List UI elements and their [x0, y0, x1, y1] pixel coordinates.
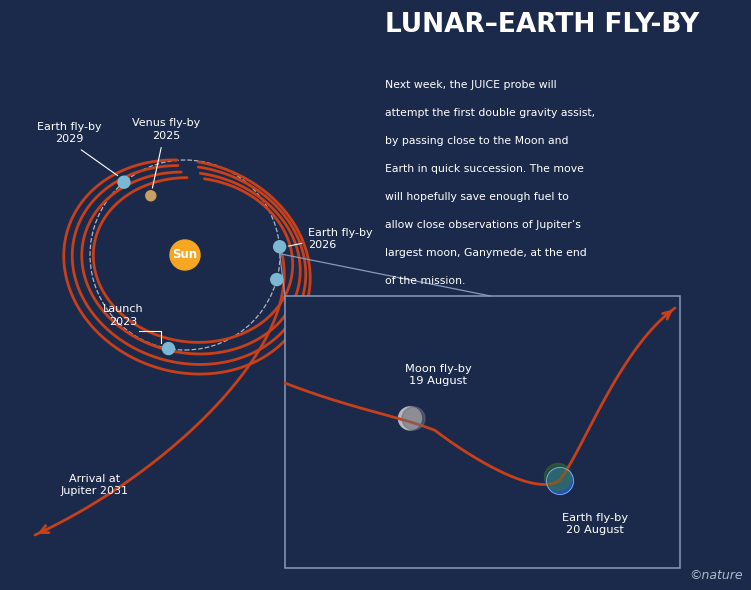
Circle shape	[402, 407, 425, 430]
Circle shape	[170, 240, 200, 270]
Text: will hopefully save enough fuel to: will hopefully save enough fuel to	[385, 192, 569, 202]
Text: attempt the first double gravity assist,: attempt the first double gravity assist,	[385, 108, 595, 118]
Circle shape	[547, 467, 574, 494]
Text: by passing close to the Moon and: by passing close to the Moon and	[385, 136, 569, 146]
Text: Earth fly-by
2029: Earth fly-by 2029	[37, 122, 101, 144]
Text: largest moon, Ganymede, at the end: largest moon, Ganymede, at the end	[385, 248, 587, 258]
Text: of the mission.: of the mission.	[385, 276, 466, 286]
Text: LUNAR–EARTH FLY-BY: LUNAR–EARTH FLY-BY	[385, 12, 699, 38]
Text: Arrival at
Jupiter 2031: Arrival at Jupiter 2031	[61, 474, 129, 496]
Text: Next week, the JUICE probe will: Next week, the JUICE probe will	[385, 80, 556, 90]
Circle shape	[118, 176, 130, 188]
Text: Moon fly-by
19 August: Moon fly-by 19 August	[405, 364, 472, 386]
Text: Sun: Sun	[173, 248, 198, 261]
Text: ©nature: ©nature	[689, 569, 743, 582]
Circle shape	[399, 407, 421, 430]
Circle shape	[544, 464, 572, 490]
Circle shape	[271, 274, 283, 286]
Circle shape	[146, 191, 155, 201]
Text: Earth in quick succession. The move: Earth in quick succession. The move	[385, 164, 584, 174]
Text: Launch
2023: Launch 2023	[103, 304, 143, 326]
Text: Earth fly-by
20 August: Earth fly-by 20 August	[562, 513, 628, 535]
Bar	[285, 296, 680, 568]
Circle shape	[162, 343, 174, 355]
Text: allow close observations of Jupiter’s: allow close observations of Jupiter’s	[385, 220, 581, 230]
Text: Earth fly-by
2026: Earth fly-by 2026	[308, 228, 372, 250]
Text: Venus fly-by
2025: Venus fly-by 2025	[131, 119, 200, 141]
Circle shape	[273, 241, 285, 253]
